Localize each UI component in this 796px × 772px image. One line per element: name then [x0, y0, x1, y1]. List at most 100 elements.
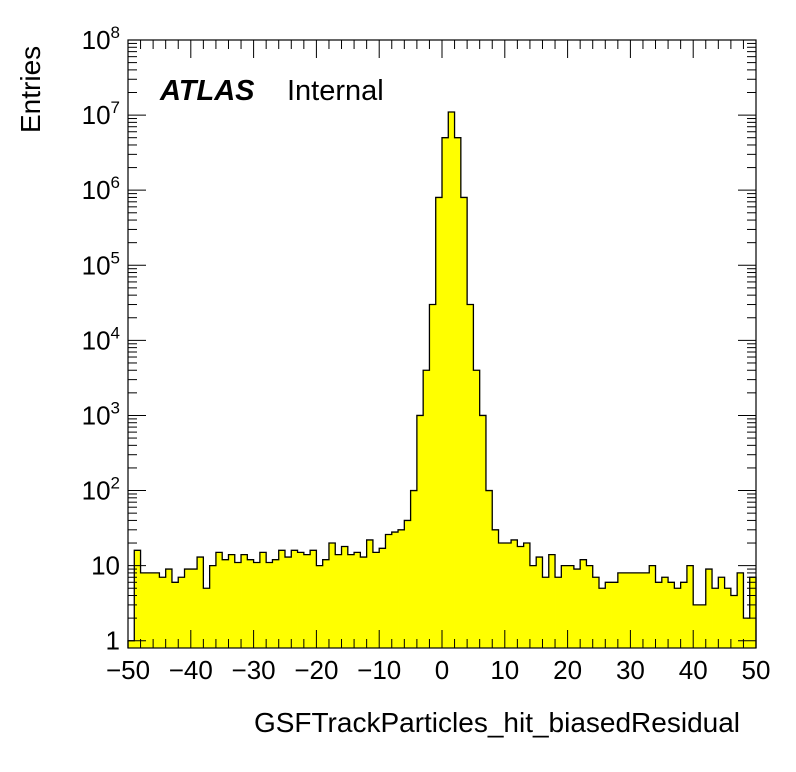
histogram-bin [674, 588, 682, 648]
y-tick-base: 10 [82, 175, 111, 205]
histogram-bin [580, 559, 587, 648]
histogram-bin [190, 569, 198, 648]
histogram-bin [316, 565, 324, 648]
histogram-bin [209, 565, 217, 648]
histogram-bin [442, 137, 449, 648]
histogram-bin [730, 595, 738, 648]
y-tick-base: 10 [82, 325, 111, 355]
histogram-bin [617, 572, 625, 648]
histogram-bin [586, 565, 594, 648]
histogram-bin [184, 569, 192, 648]
x-tick-label: −30 [232, 655, 276, 685]
histogram-bin [749, 577, 757, 648]
histogram-bin [479, 415, 487, 648]
histogram-bin [347, 554, 355, 648]
histogram-bin [737, 572, 744, 648]
histogram-bin [743, 618, 751, 648]
y-tick-exponent: 6 [111, 173, 120, 192]
histogram-bin [310, 550, 317, 648]
histogram-bin [699, 604, 707, 648]
histogram-bin [328, 543, 336, 648]
histogram-bin [259, 552, 267, 648]
histogram-bin [253, 562, 261, 648]
histogram-bin [599, 588, 606, 648]
x-tick-label: −40 [169, 655, 213, 685]
y-tick-exponent: 5 [111, 248, 120, 267]
y-tick-exponent: 4 [111, 323, 120, 342]
histogram-bin [178, 577, 185, 648]
histogram-bin [416, 415, 424, 648]
y-tick-base: 10 [82, 476, 111, 506]
histogram-bin [485, 490, 493, 648]
x-tick-labels: −50 −40 −30 −20 −10 0 10 20 30 40 50 [106, 655, 771, 685]
histogram-bin [171, 582, 179, 648]
y-tick-label: 1 [106, 626, 120, 656]
histogram-bin [693, 604, 700, 648]
histogram-bin [705, 569, 713, 648]
histogram-bin [642, 572, 650, 648]
histogram-bin [523, 543, 531, 648]
histogram-bin [536, 557, 543, 648]
histogram-bin [234, 562, 242, 648]
histogram-bin [272, 559, 280, 648]
histogram-bin [680, 582, 688, 648]
histogram-bin [228, 554, 236, 648]
histogram-bin [718, 577, 725, 648]
histogram-bin [285, 557, 292, 648]
histogram-bin [335, 554, 342, 648]
y-tick-exponent: 8 [111, 23, 120, 42]
histogram-bin [128, 640, 135, 648]
x-tick-label: 10 [490, 655, 519, 685]
histogram-bin [140, 572, 148, 648]
x-tick-label: −50 [106, 655, 150, 685]
histogram-bin [605, 582, 612, 648]
histogram-bin [297, 552, 305, 648]
histogram-bin [555, 577, 562, 648]
histogram-bin [724, 588, 732, 648]
histogram-bin [134, 550, 141, 648]
histogram-bars [127, 111, 757, 649]
x-tick-label: −20 [294, 655, 338, 685]
y-tick-label: 108 [82, 23, 120, 55]
histogram-outline [127, 111, 757, 648]
histogram-bin [712, 588, 719, 648]
histogram-bin [372, 552, 380, 648]
y-tick-base: 10 [91, 551, 120, 581]
histogram-bin [360, 557, 368, 648]
histogram-bin [391, 532, 399, 648]
histogram-bin [592, 577, 600, 648]
y-tick-exponent: 3 [111, 398, 120, 417]
histogram-bin [354, 552, 361, 648]
histogram-bin [241, 554, 248, 648]
axis-ticks [127, 39, 757, 648]
y-tick-label: 105 [82, 248, 120, 280]
histogram-bin [410, 490, 418, 648]
histogram-bin [624, 572, 631, 648]
histogram-bin [222, 559, 229, 648]
histogram-bin [561, 565, 568, 648]
histogram-bin [423, 370, 430, 648]
histogram-bin [215, 552, 223, 648]
histogram-bin [548, 554, 556, 648]
x-tick-label: 0 [435, 655, 449, 685]
histogram-bin [492, 529, 499, 648]
histogram-bin [165, 569, 173, 648]
x-tick-label: −10 [357, 655, 401, 685]
histogram-bin [686, 565, 694, 648]
y-tick-base: 10 [82, 250, 111, 280]
y-tick-label: 102 [82, 474, 120, 506]
y-tick-exponent: 2 [111, 474, 120, 493]
x-tick-label: 50 [742, 655, 771, 685]
histogram-bin [661, 577, 669, 648]
histogram-bin [448, 111, 455, 649]
histogram-bin [517, 546, 525, 648]
histogram-bin [366, 539, 374, 648]
histogram-bin [542, 577, 550, 648]
histogram-bin [636, 572, 644, 648]
histogram-bin [655, 582, 663, 648]
histogram-bin [153, 572, 160, 648]
histogram-bin [322, 559, 330, 648]
y-tick-label: 107 [82, 98, 120, 130]
